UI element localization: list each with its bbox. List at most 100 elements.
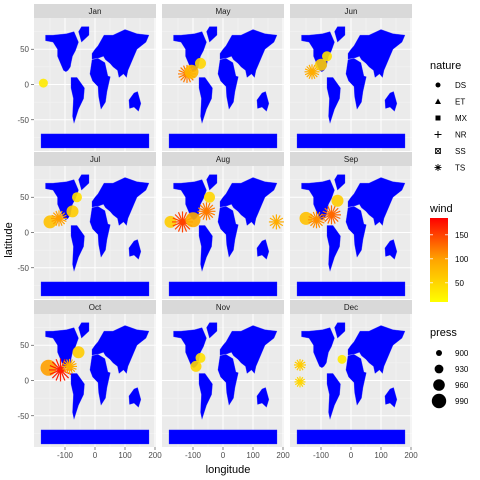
land-polygon <box>384 387 398 408</box>
land-polygon <box>78 322 90 339</box>
land-polygon <box>40 133 150 149</box>
facet-strip <box>290 152 412 166</box>
facet-strip <box>290 4 412 18</box>
land-polygon <box>345 354 367 406</box>
x-tick-label: 0 <box>93 451 98 460</box>
nature-legend: nature DS ET MX NR SS TS <box>430 60 468 173</box>
storm-mark-et <box>72 192 82 203</box>
storm-mark-ts <box>51 210 67 227</box>
storm-mark-ts <box>49 358 72 382</box>
land-polygon <box>301 327 335 368</box>
facet-oct: Oct 50 0 -50 -100 0 100 200 <box>17 300 162 460</box>
facet-jul: Jul 50 0 -50 <box>17 152 156 299</box>
x-tick-label: 200 <box>404 451 418 460</box>
facet-strip-label: Jul <box>90 155 100 164</box>
facet-strip-label: Nov <box>216 303 230 312</box>
facet-strip <box>34 4 156 18</box>
land-polygon <box>198 373 213 420</box>
facet-strip <box>290 300 412 314</box>
storm-mark-ds <box>299 211 313 225</box>
storm-mark-nr <box>294 358 306 371</box>
land-polygon <box>217 206 239 258</box>
facet-strip <box>162 152 284 166</box>
x-tick-label: -100 <box>57 451 74 460</box>
storm-mark-et <box>204 191 215 203</box>
land-polygon <box>296 133 406 149</box>
nature-legend-label: ET <box>455 98 465 107</box>
press-legend-key <box>433 379 445 391</box>
x-tick-label: 200 <box>276 451 290 460</box>
land-polygon <box>384 239 398 260</box>
land-polygon <box>128 387 142 408</box>
land-polygon <box>334 174 346 191</box>
storm-mark-ts <box>62 358 77 374</box>
land-polygon <box>256 91 270 112</box>
land-polygon <box>70 77 85 124</box>
land-polygon <box>217 354 239 406</box>
facet-sep: Sep <box>290 152 412 299</box>
storm-mark-ds <box>43 215 57 229</box>
press-legend-label: 990 <box>455 397 469 406</box>
facet-jan: Jan 50 0 -50 <box>17 4 156 151</box>
land-polygon <box>256 239 270 260</box>
land-polygon <box>347 177 406 226</box>
land-polygon <box>78 26 90 43</box>
land-polygon <box>89 206 111 258</box>
x-tick-label: -100 <box>185 451 202 460</box>
storm-mark-ds <box>322 51 332 62</box>
land-polygon <box>89 58 111 110</box>
land-polygon <box>345 206 367 258</box>
land-polygon <box>70 373 85 420</box>
nature-legend-label: MX <box>455 114 468 123</box>
land-polygon <box>78 174 90 191</box>
storm-mark-et <box>72 346 85 359</box>
land-polygon <box>70 225 85 272</box>
facet-aug: Aug <box>162 152 284 299</box>
land-polygon <box>296 429 406 445</box>
nature-legend-key-ts <box>434 164 442 171</box>
storm-mark-ds <box>195 57 206 69</box>
storm-mark-ds <box>66 205 79 218</box>
storm-mark-nr <box>268 214 284 230</box>
wind-legend-title: wind <box>429 203 453 215</box>
facet-strip-label: Aug <box>216 155 230 164</box>
x-tick-label: -100 <box>313 451 330 460</box>
storm-mark-ds <box>195 352 206 363</box>
land-polygon <box>168 429 278 445</box>
nature-legend-label: TS <box>455 164 465 173</box>
land-polygon <box>217 58 239 110</box>
land-polygon <box>198 77 213 124</box>
nature-legend-label: DS <box>455 81 466 90</box>
land-polygon <box>326 373 341 420</box>
land-polygon <box>326 225 341 272</box>
land-polygon <box>168 281 278 297</box>
land-polygon <box>347 29 406 78</box>
land-polygon <box>345 58 367 110</box>
land-polygon <box>347 325 406 374</box>
storm-mark-ds <box>315 58 327 71</box>
facet-may: May <box>162 4 284 151</box>
y-tick-label: 0 <box>25 81 30 90</box>
land-polygon <box>40 281 150 297</box>
nature-legend-key-ss <box>435 148 441 154</box>
x-tick-label: 0 <box>221 451 226 460</box>
press-legend-label: 930 <box>455 365 469 374</box>
land-polygon <box>128 91 142 112</box>
land-polygon <box>206 174 218 191</box>
land-polygon <box>91 177 150 226</box>
land-polygon <box>206 26 218 43</box>
facet-strip-label: Oct <box>89 303 102 312</box>
y-tick-label: 0 <box>25 229 30 238</box>
facet-strip-label: May <box>215 7 230 16</box>
y-axis-title: latitude <box>3 222 15 257</box>
press-legend-key <box>431 393 447 409</box>
land-polygon <box>91 29 150 78</box>
press-legend-key <box>434 364 444 374</box>
x-axis-title: longitude <box>206 464 251 476</box>
nature-legend-key-et <box>435 98 441 104</box>
land-polygon <box>45 31 79 72</box>
facet-strip-label: Jan <box>89 7 102 16</box>
land-polygon <box>91 325 150 374</box>
storm-mark-ds <box>38 78 48 88</box>
